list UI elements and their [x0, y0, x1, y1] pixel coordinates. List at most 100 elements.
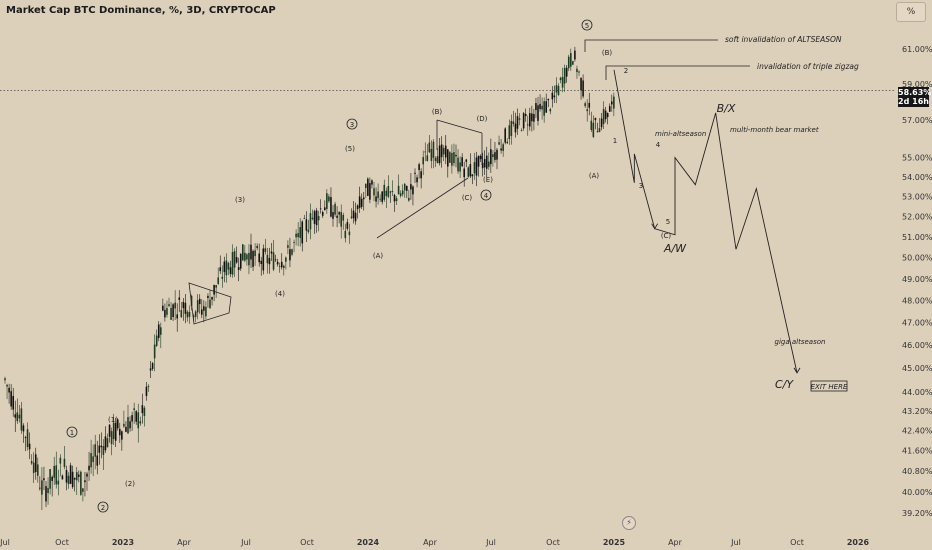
- wave-label: (A): [589, 172, 600, 180]
- candle-body: [330, 197, 332, 217]
- candle-body: [160, 327, 162, 335]
- candle-body: [570, 53, 572, 67]
- candle-body: [100, 445, 103, 448]
- lightning-icon[interactable]: ⚡: [622, 516, 636, 530]
- candle-body: [588, 102, 591, 108]
- candle-body: [529, 113, 531, 127]
- candle-body: [309, 213, 312, 230]
- candle-body: [176, 314, 178, 319]
- chart-annotation: A/W: [663, 242, 687, 255]
- wave-circle: [66, 426, 78, 438]
- candle-body: [473, 162, 476, 174]
- candle-body: [580, 77, 582, 91]
- candle-body: [256, 246, 258, 248]
- candle-body: [203, 306, 205, 311]
- candle-body: [47, 487, 49, 494]
- candle-body: [369, 183, 371, 200]
- candle-body: [182, 301, 185, 309]
- candle-body: [436, 156, 439, 164]
- candle-body: [135, 411, 137, 422]
- candle-body: [24, 437, 27, 438]
- wave-circle: [346, 118, 358, 130]
- candle-body: [500, 148, 502, 151]
- candle-body: [432, 141, 435, 158]
- candle-body: [12, 395, 14, 410]
- candle-body: [194, 311, 197, 317]
- y-tick-label: 45.00%: [902, 364, 932, 373]
- candle-body: [557, 85, 560, 95]
- candle-body: [510, 120, 513, 136]
- candle-body: [344, 230, 347, 239]
- candle-body: [406, 185, 408, 191]
- wave-label: (B): [602, 49, 613, 57]
- chart-annotation: invalidation of triple zigzag: [757, 62, 859, 71]
- candle-body: [102, 446, 105, 455]
- candle-body: [387, 186, 390, 197]
- candle-body: [539, 103, 541, 109]
- y-tick-label: 52.00%: [902, 213, 932, 222]
- candle-body: [274, 259, 277, 261]
- candle-body: [346, 222, 349, 229]
- candle-body: [457, 157, 459, 172]
- candle-body: [133, 408, 135, 410]
- candle-body: [416, 177, 418, 183]
- candle-body: [37, 464, 39, 476]
- wave-label: (2): [125, 480, 135, 488]
- candle-body: [303, 218, 306, 219]
- y-tick-label: 40.00%: [902, 488, 932, 497]
- candle-body: [14, 414, 17, 418]
- candle-body: [373, 188, 375, 196]
- wave-label: 2: [624, 67, 628, 75]
- x-tick-label: Jul: [240, 538, 251, 547]
- wave-label: (D): [477, 115, 488, 123]
- candle-body: [488, 161, 490, 167]
- percent-scale-button[interactable]: %: [896, 2, 926, 22]
- y-tick-label: 46.00%: [902, 341, 932, 350]
- candle-body: [475, 157, 478, 176]
- candle-body: [252, 250, 254, 267]
- triangle-lower-line: [376, 177, 469, 239]
- candle-body: [545, 101, 547, 113]
- x-tick-label: Oct: [790, 538, 804, 547]
- invalidation-triple-zigzag-line: [605, 65, 750, 80]
- candle-body: [53, 465, 55, 478]
- candle-body: [127, 417, 129, 434]
- x-tick-label: Jul: [730, 538, 741, 547]
- candle-body: [461, 157, 463, 167]
- candle-body: [594, 117, 597, 121]
- candle-body: [30, 461, 33, 464]
- candle-body: [371, 180, 373, 185]
- candle-body: [211, 296, 213, 300]
- wave-5-arrowhead: [651, 223, 659, 230]
- wave-circle: [581, 19, 593, 31]
- y-tick-label: 49.00%: [902, 275, 932, 284]
- candle-body: [248, 252, 250, 266]
- candle-body: [606, 113, 609, 118]
- candle-body: [258, 253, 260, 263]
- wave-label: (A): [373, 252, 384, 260]
- candle-body: [98, 445, 101, 453]
- candle-body: [313, 211, 316, 224]
- wave-circle: [97, 501, 109, 513]
- candle-body: [63, 458, 66, 468]
- y-tick-label: 51.00%: [902, 233, 932, 242]
- candle-body: [299, 227, 301, 238]
- candle-body: [354, 212, 357, 222]
- candle-body: [223, 261, 226, 273]
- y-tick-label: 43.20%: [902, 407, 932, 416]
- x-tick-label: Oct: [300, 538, 314, 547]
- candle-body: [590, 120, 593, 130]
- candle-body: [399, 193, 402, 197]
- x-tick-label: 2024: [357, 538, 380, 547]
- candle-body: [174, 302, 176, 309]
- candle-body: [219, 267, 222, 272]
- candle-body: [563, 67, 566, 84]
- candle-body: [217, 277, 219, 284]
- candle-body: [69, 465, 72, 484]
- candle-body: [526, 124, 529, 126]
- candle-body: [541, 105, 543, 110]
- candle-body: [514, 123, 517, 133]
- candle-body: [73, 477, 76, 480]
